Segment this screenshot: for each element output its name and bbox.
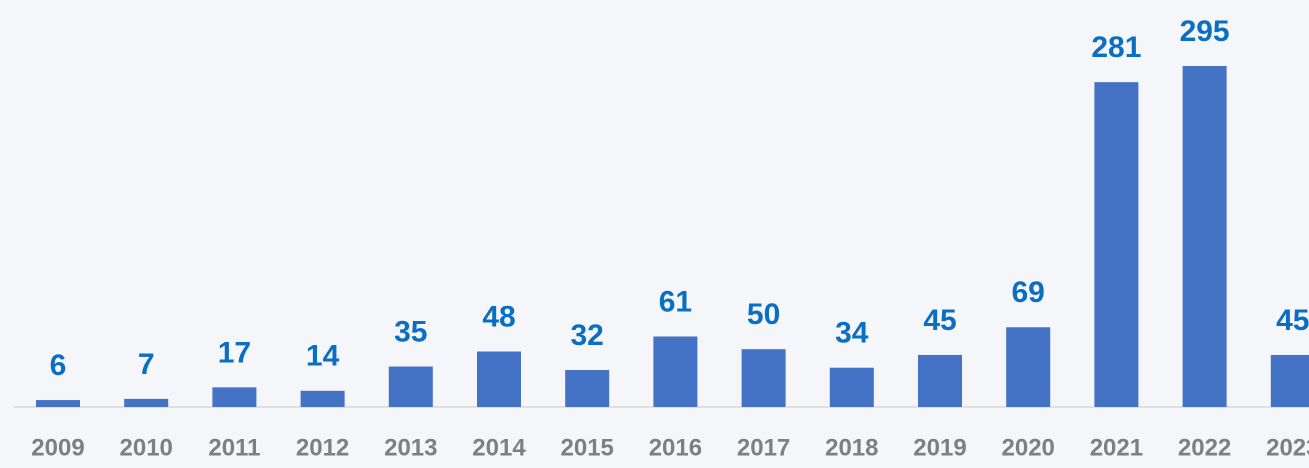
bar [829,367,874,407]
value-label: 7 [138,348,155,381]
bar [388,366,433,407]
value-label: 45 [1276,304,1309,337]
value-label: 50 [747,298,780,331]
value-label: 48 [482,300,515,333]
x-tick-label: 2011 [208,434,260,461]
x-tick-label: 2023 [1266,434,1309,461]
x-tick-label: 2017 [737,434,790,461]
bar [653,336,698,407]
value-label: 281 [1091,31,1141,64]
bar [300,390,345,407]
value-label: 35 [394,315,427,348]
x-tick-label: 2014 [472,434,526,461]
bar [741,349,786,407]
x-tick-label: 2020 [1002,434,1055,461]
value-label: 32 [571,319,604,352]
value-label: 61 [659,285,692,318]
value-label: 14 [306,340,340,373]
bar [565,370,610,407]
bar [918,354,962,407]
bar [36,400,80,407]
value-label: 6 [50,349,67,382]
x-tick-label: 2022 [1178,434,1231,461]
value-label: 295 [1180,15,1230,48]
bar [1006,327,1051,407]
bar [1182,66,1227,407]
value-label: 34 [835,317,869,350]
x-tick-label: 2013 [384,434,437,461]
x-tick-label: 2016 [649,434,702,461]
x-tick-label: 2019 [913,434,966,461]
bar [124,398,169,407]
x-tick-label: 2009 [31,434,84,461]
x-tick-label: 2021 [1090,434,1143,461]
bar [1094,82,1139,408]
bar [477,351,521,407]
bar [1270,354,1309,407]
value-label: 69 [1012,276,1045,309]
bar [212,387,257,407]
x-tick-label: 2010 [120,434,173,461]
value-label: 45 [923,304,956,337]
value-label: 17 [218,336,251,369]
x-tick-label: 2018 [825,434,878,461]
x-tick-label: 2015 [561,434,614,461]
x-tick-label: 2012 [296,434,349,461]
